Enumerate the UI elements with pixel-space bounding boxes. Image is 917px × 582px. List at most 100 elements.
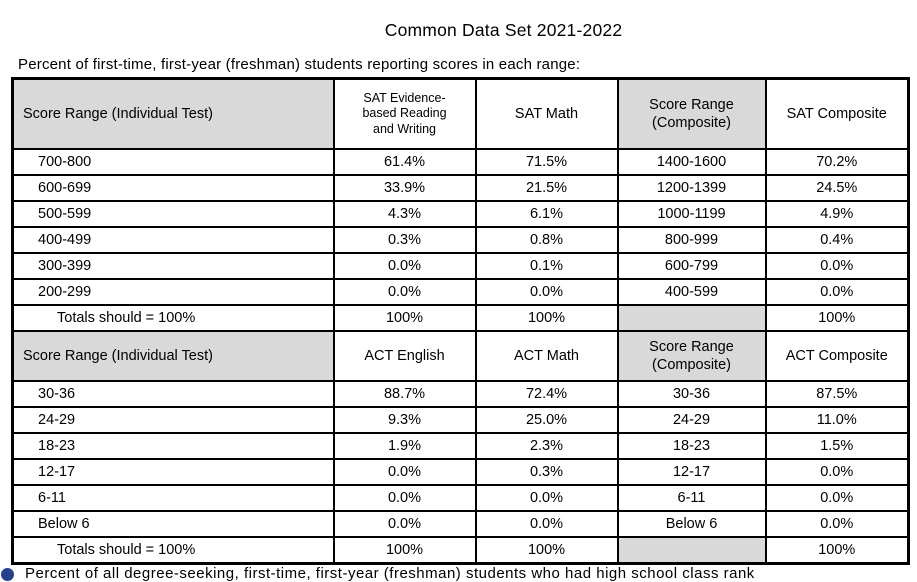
score-range-cell: 1200-1399 (616, 174, 767, 202)
score-range-cell: 500-599 (11, 200, 335, 228)
percent-cell: 0.8% (474, 226, 619, 254)
percent-cell: 4.3% (332, 200, 477, 228)
column-header: Score Range (Individual Test) (11, 330, 335, 382)
sat-header-row: Score Range (Individual Test) SAT Evidenc… (11, 77, 910, 150)
score-range-cell: 600-699 (11, 174, 335, 202)
percent-cell: 0.0% (764, 252, 910, 280)
score-range-cell: 24-29 (616, 406, 767, 434)
percent-cell: 25.0% (474, 406, 619, 434)
percent-cell: 72.4% (474, 380, 619, 408)
act-section: Score Range (Individual Test) ACT English… (11, 330, 910, 565)
percent-cell: 0.0% (332, 458, 477, 486)
column-header: Score Range (Individual Test) (11, 77, 335, 150)
table-row: 200-299 0.0% 0.0% 400-599 0.0% (11, 278, 910, 306)
percent-cell: 71.5% (474, 148, 619, 176)
score-range-cell: 6-11 (616, 484, 767, 512)
percent-cell: 0.3% (332, 226, 477, 254)
percent-cell: 0.0% (764, 278, 910, 306)
percent-cell: 0.0% (332, 252, 477, 280)
percent-cell: 6.1% (474, 200, 619, 228)
totals-label-cell: Totals should = 100% (11, 304, 335, 332)
score-range-cell: 18-23 (616, 432, 767, 460)
percent-cell: 0.0% (332, 278, 477, 306)
percent-cell: 0.0% (474, 278, 619, 306)
percent-cell: 2.3% (474, 432, 619, 460)
totals-row: Totals should = 100% 100% 100% 100% (11, 536, 910, 565)
totals-value-cell: 100% (474, 304, 619, 332)
percent-cell: 88.7% (332, 380, 477, 408)
score-range-cell: 200-299 (11, 278, 335, 306)
percent-cell: 0.4% (764, 226, 910, 254)
table-row: 30-36 88.7% 72.4% 30-36 87.5% (11, 380, 910, 408)
score-range-cell: 6-11 (11, 484, 335, 512)
column-header: SAT Composite (764, 77, 910, 150)
totals-label-cell: Totals should = 100% (11, 536, 335, 565)
table-row: Below 6 0.0% 0.0% Below 6 0.0% (11, 510, 910, 538)
percent-cell: 0.0% (474, 484, 619, 512)
percent-cell: 0.0% (764, 510, 910, 538)
column-header: Score Range (Composite) (616, 330, 767, 382)
percent-cell: 11.0% (764, 406, 910, 434)
score-range-cell: Below 6 (11, 510, 335, 538)
score-range-cell: 30-36 (11, 380, 335, 408)
empty-gray-cell (616, 304, 767, 332)
totals-value-cell: 100% (474, 536, 619, 565)
totals-value-cell: 100% (764, 536, 910, 565)
table-row: 500-599 4.3% 6.1% 1000-1199 4.9% (11, 200, 910, 228)
percent-cell: 87.5% (764, 380, 910, 408)
column-header: SAT Math (474, 77, 619, 150)
percent-cell: 0.0% (474, 510, 619, 538)
score-range-cell: 400-499 (11, 226, 335, 254)
totals-row: Totals should = 100% 100% 100% 100% (11, 304, 910, 332)
table-row: 700-800 61.4% 71.5% 1400-1600 70.2% (11, 148, 910, 176)
scores-table: Score Range (Individual Test) SAT Evidenc… (11, 77, 910, 565)
percent-cell: 70.2% (764, 148, 910, 176)
score-range-cell: Below 6 (616, 510, 767, 538)
page-title: Common Data Set 2021-2022 (384, 20, 623, 40)
percent-cell: 0.0% (764, 484, 910, 512)
column-header: ACT Math (474, 330, 619, 382)
score-range-cell: 1400-1600 (616, 148, 767, 176)
score-range-cell: 24-29 (11, 406, 335, 434)
percent-cell: 33.9% (332, 174, 477, 202)
percent-cell: 0.3% (474, 458, 619, 486)
percent-cell: 21.5% (474, 174, 619, 202)
percent-cell: 4.9% (764, 200, 910, 228)
percent-cell: 0.0% (332, 484, 477, 512)
table-row: 300-399 0.0% 0.1% 600-799 0.0% (11, 252, 910, 280)
table-row: 12-17 0.0% 0.3% 12-17 0.0% (11, 458, 910, 486)
table-row: 18-23 1.9% 2.3% 18-23 1.5% (11, 432, 910, 460)
percent-cell: 1.9% (332, 432, 477, 460)
column-header: Score Range (Composite) (616, 77, 767, 150)
column-header: ACT Composite (764, 330, 910, 382)
act-header-row: Score Range (Individual Test) ACT English… (11, 330, 910, 382)
score-range-cell: 800-999 (616, 226, 767, 254)
table-row: 600-699 33.9% 21.5% 1200-1399 24.5% (11, 174, 910, 202)
percent-cell: 1.5% (764, 432, 910, 460)
totals-value-cell: 100% (764, 304, 910, 332)
score-range-cell: 30-36 (616, 380, 767, 408)
score-range-cell: 400-599 (616, 278, 767, 306)
score-range-cell: 18-23 (11, 432, 335, 460)
score-range-cell: 12-17 (616, 458, 767, 486)
score-range-cell: 12-17 (11, 458, 335, 486)
table-row: 24-29 9.3% 25.0% 24-29 11.0% (11, 406, 910, 434)
score-range-cell: 600-799 (616, 252, 767, 280)
percent-cell: 0.0% (332, 510, 477, 538)
list-marker-icon (1, 568, 14, 581)
percent-cell: 0.1% (474, 252, 619, 280)
percent-cell: 61.4% (332, 148, 477, 176)
percent-cell: 24.5% (764, 174, 910, 202)
score-range-cell: 700-800 (11, 148, 335, 176)
column-header: ACT English (332, 330, 477, 382)
totals-value-cell: 100% (332, 304, 477, 332)
column-header: SAT Evidence-based Reading and Writing (332, 77, 477, 150)
table-row: 6-11 0.0% 0.0% 6-11 0.0% (11, 484, 910, 512)
sat-section: Score Range (Individual Test) SAT Evidenc… (11, 77, 910, 332)
percent-cell: 0.0% (764, 458, 910, 486)
score-range-cell: 1000-1199 (616, 200, 767, 228)
percent-cell: 9.3% (332, 406, 477, 434)
empty-gray-cell (616, 536, 767, 565)
totals-value-cell: 100% (332, 536, 477, 565)
table-caption: Percent of first-time, first-year (fresh… (18, 56, 581, 73)
